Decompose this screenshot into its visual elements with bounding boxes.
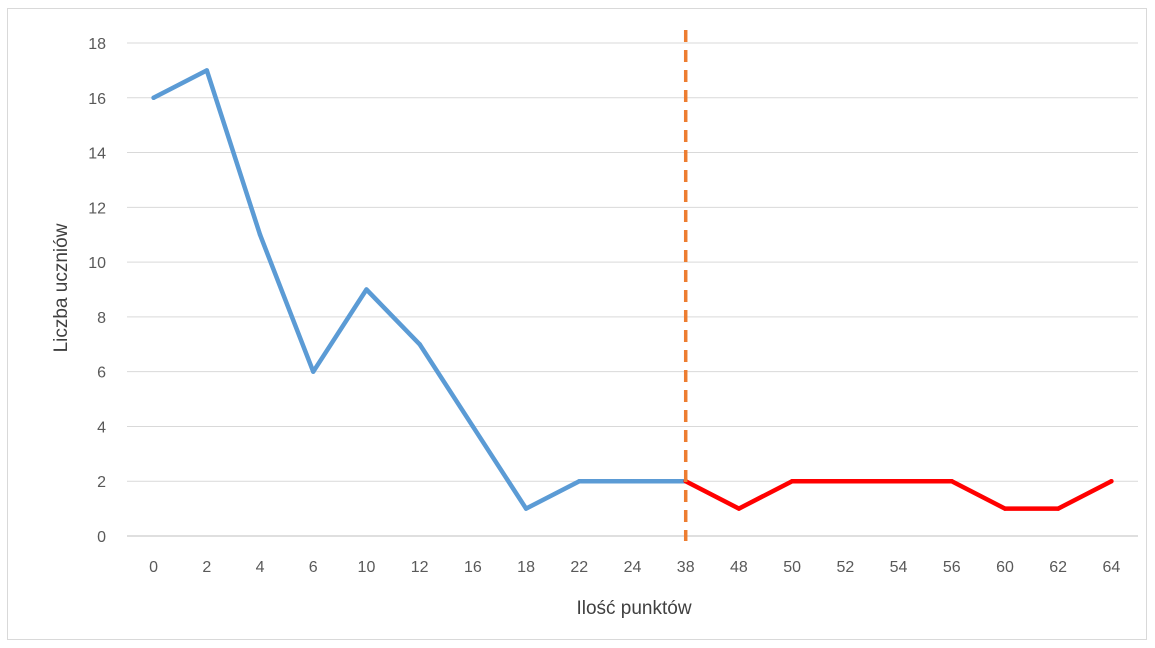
x-tick-label: 56 [943, 559, 961, 576]
data-point [257, 232, 263, 237]
x-tick-label: 16 [464, 559, 482, 576]
x-axis-tick-labels: 0 2 4 6 10 12 16 18 22 24 38 48 50 52 54 56 60 62 64 [149, 559, 1120, 576]
data-point [736, 506, 742, 511]
y-tick-label: 12 [88, 200, 106, 217]
x-tick-label: 54 [890, 559, 908, 576]
y-tick-label: 16 [88, 91, 106, 108]
x-tick-label: 0 [149, 559, 158, 576]
data-point [364, 287, 369, 292]
data-point [470, 424, 476, 429]
data-point [204, 68, 210, 73]
y-tick-label: 0 [97, 529, 106, 546]
data-point [417, 342, 422, 347]
data-point [1055, 506, 1061, 511]
gridlines [127, 42, 1138, 537]
series-line-1 [151, 68, 688, 511]
series-line-2 [683, 478, 1114, 511]
x-tick-label: 22 [570, 559, 588, 576]
y-axis-tick-labels: 0 2 4 6 8 10 12 14 16 18 [88, 36, 106, 546]
data-point [1109, 479, 1114, 484]
data-point [311, 369, 316, 374]
x-tick-label: 18 [517, 559, 535, 576]
x-tick-label: 12 [411, 559, 429, 576]
x-tick-label: 38 [677, 559, 695, 576]
data-point [151, 95, 156, 100]
x-tick-label: 62 [1049, 559, 1067, 576]
y-tick-label: 2 [97, 474, 106, 491]
data-point [577, 479, 582, 484]
x-axis-title: Ilość punktów [576, 598, 691, 619]
y-tick-label: 10 [88, 255, 106, 272]
y-tick-label: 4 [97, 419, 106, 436]
data-point [896, 479, 901, 484]
x-tick-label: 4 [256, 559, 265, 576]
x-tick-label: 6 [309, 559, 318, 576]
x-tick-label: 24 [624, 559, 642, 576]
x-tick-label: 10 [358, 559, 376, 576]
x-tick-label: 50 [783, 559, 801, 576]
x-tick-label: 52 [836, 559, 854, 576]
data-point [843, 479, 848, 484]
y-tick-label: 18 [88, 36, 106, 53]
y-tick-label: 6 [97, 365, 106, 382]
series-layer [151, 68, 1114, 511]
data-point [949, 479, 954, 484]
chart-frame [7, 8, 1147, 640]
x-tick-label: 60 [996, 559, 1014, 576]
y-axis-title: Liczba uczniów [51, 223, 72, 352]
data-point [523, 506, 529, 511]
x-tick-label: 2 [202, 559, 211, 576]
x-tick-label: 48 [730, 559, 748, 576]
data-point [630, 479, 635, 484]
data-point [789, 479, 795, 484]
y-tick-label: 8 [97, 310, 106, 327]
data-point [1002, 506, 1008, 511]
y-tick-label: 14 [88, 146, 106, 163]
x-tick-label: 64 [1102, 559, 1120, 576]
